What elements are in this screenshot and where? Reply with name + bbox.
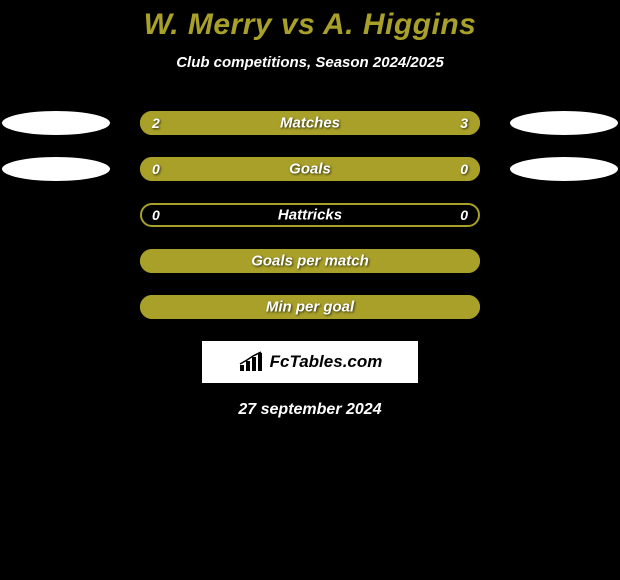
logo-text: FcTables.com xyxy=(270,352,383,372)
player-left-oval xyxy=(2,111,110,135)
stat-rows: 2 3 Matches 0 0 Goals 0 0 Hattricks Goals per mat… xyxy=(0,111,620,319)
stat-bar: Min per goal xyxy=(140,295,480,319)
stat-right-value: 0 xyxy=(460,207,468,223)
player-right-oval xyxy=(510,111,618,135)
stat-bar: 0 0 Hattricks xyxy=(140,203,480,227)
date-label: 27 september 2024 xyxy=(0,401,620,419)
page-title: W. Merry vs A. Higgins xyxy=(0,8,620,42)
bar-chart-icon xyxy=(238,351,266,373)
stat-row: Min per goal xyxy=(0,295,620,319)
oval-spacer xyxy=(2,203,110,227)
page-subtitle: Club competitions, Season 2024/2025 xyxy=(0,54,620,71)
stat-right-value: 0 xyxy=(460,161,468,177)
stat-right-value: 3 xyxy=(460,115,468,131)
oval-spacer xyxy=(2,249,110,273)
stat-bar: Goals per match xyxy=(140,249,480,273)
player-left-oval xyxy=(2,157,110,181)
stat-row: 0 0 Hattricks xyxy=(0,203,620,227)
stat-left-value: 0 xyxy=(152,161,160,177)
player-right-oval xyxy=(510,157,618,181)
comparison-infographic: W. Merry vs A. Higgins Club competitions… xyxy=(0,0,620,419)
stat-label: Min per goal xyxy=(266,299,354,316)
stat-label: Goals per match xyxy=(251,253,369,270)
stat-label: Goals xyxy=(289,161,331,178)
oval-spacer xyxy=(510,203,618,227)
stat-row: 2 3 Matches xyxy=(0,111,620,135)
oval-spacer xyxy=(510,249,618,273)
stat-row: Goals per match xyxy=(0,249,620,273)
stat-left-value: 2 xyxy=(152,115,160,131)
footer-logo: FcTables.com xyxy=(202,341,418,383)
oval-spacer xyxy=(2,295,110,319)
stat-bar: 0 0 Goals xyxy=(140,157,480,181)
stat-bar: 2 3 Matches xyxy=(140,111,480,135)
stat-row: 0 0 Goals xyxy=(0,157,620,181)
logo-inner: FcTables.com xyxy=(238,351,383,373)
bar-left-fill xyxy=(140,111,276,135)
stat-label: Hattricks xyxy=(278,207,342,224)
oval-spacer xyxy=(510,295,618,319)
stat-label: Matches xyxy=(280,115,340,132)
stat-left-value: 0 xyxy=(152,207,160,223)
